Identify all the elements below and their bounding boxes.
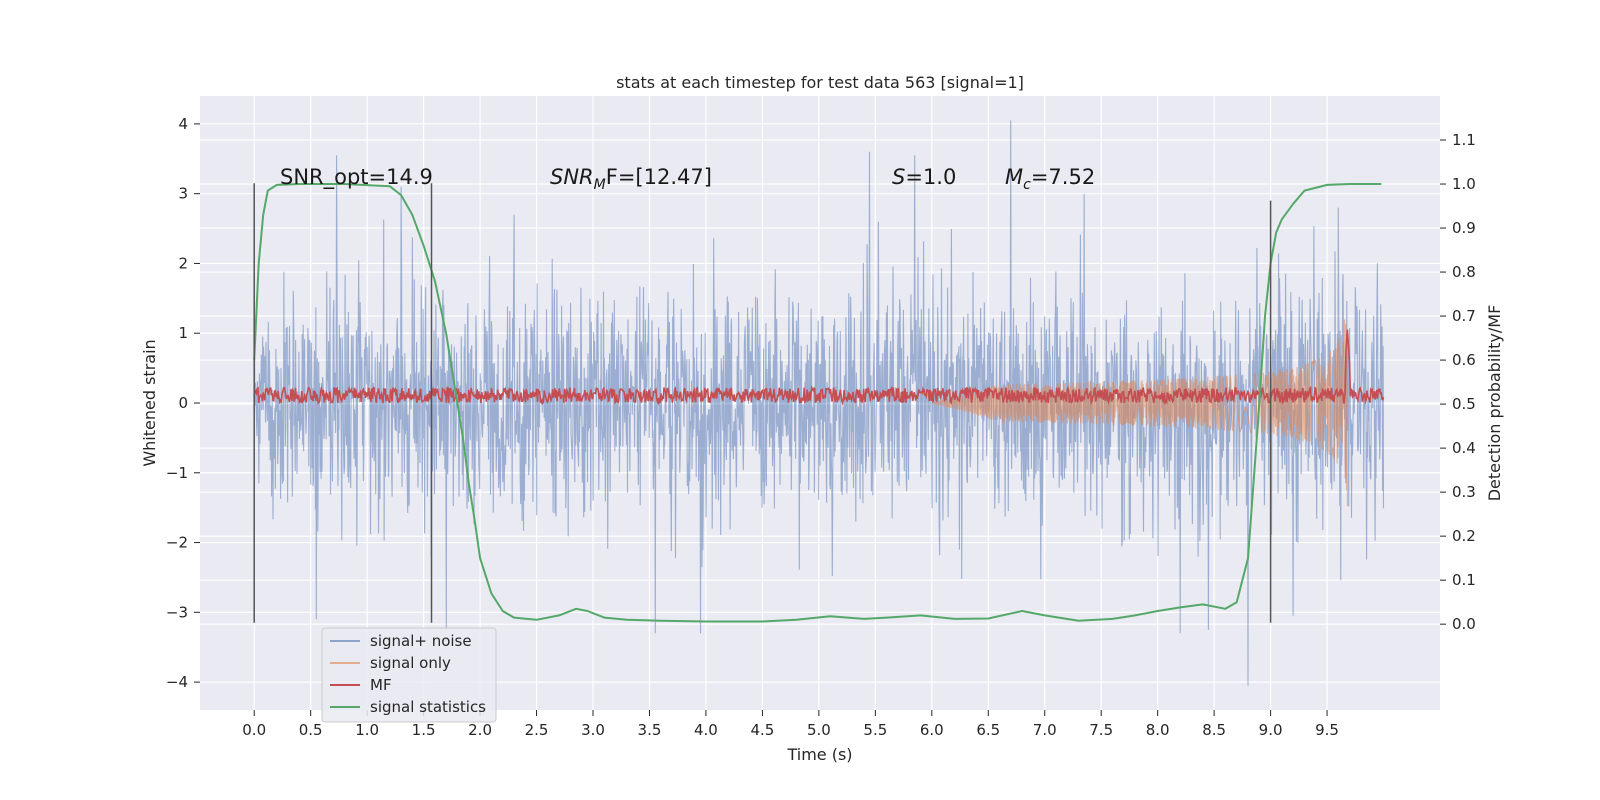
chart-title: stats at each timestep for test data 563… bbox=[616, 73, 1024, 92]
x-tick-label: 4.0 bbox=[694, 721, 718, 739]
annotation-snr-mf-base: SNR bbox=[550, 165, 594, 189]
legend-label-signal-statistics: signal statistics bbox=[370, 698, 486, 716]
x-tick-label: 7.0 bbox=[1033, 721, 1057, 739]
signal-statistics-line bbox=[253, 183, 1382, 623]
x-tick-label: 4.5 bbox=[750, 721, 774, 739]
annotation-s: S=1.0 bbox=[892, 165, 956, 189]
x-tick-label: 5.0 bbox=[807, 721, 831, 739]
annotation-snr-mf: SNRMF=[12.47] bbox=[550, 165, 712, 193]
y-left-tick-label: 4 bbox=[178, 115, 188, 133]
y-left-tick-label: 1 bbox=[178, 324, 188, 342]
y-right-tick-label: 0.6 bbox=[1452, 351, 1476, 369]
series-signal-noise bbox=[253, 120, 1385, 686]
x-tick-label: 3.5 bbox=[638, 721, 662, 739]
x-tick-label: 1.5 bbox=[412, 721, 436, 739]
x-axis-label: Time (s) bbox=[786, 745, 852, 764]
y-axis-left-ticks: −4 −3 −2 −1 0 1 2 3 4 bbox=[166, 115, 200, 691]
annotation-mc: Mc=7.52 bbox=[1005, 165, 1095, 193]
x-tick-label: 5.5 bbox=[863, 721, 887, 739]
series-signal-only bbox=[931, 319, 1348, 507]
y-axis-right-label: Detection probability/MF bbox=[1485, 305, 1504, 502]
y-left-tick-label: −1 bbox=[166, 464, 188, 482]
y-right-tick-label: 0.5 bbox=[1452, 395, 1476, 413]
legend-box bbox=[321, 627, 497, 723]
x-tick-label: 2.5 bbox=[525, 721, 549, 739]
y-left-tick-label: 3 bbox=[178, 185, 188, 203]
annotation-snr-mf-sub: M bbox=[594, 177, 606, 193]
vertical-markers bbox=[253, 183, 1272, 623]
series-mf bbox=[253, 329, 1385, 407]
y-left-tick-label: 0 bbox=[178, 394, 188, 412]
y-left-tick-label: −2 bbox=[166, 534, 188, 552]
x-tick-label: 1.0 bbox=[355, 721, 379, 739]
x-axis-ticks: 0.0 0.5 1.0 1.5 2.0 2.5 3.0 3.5 4.0 4.5 5.0 5.5 6.0 6… bbox=[242, 710, 1339, 739]
annotation-snr-opt: SNR_opt=14.9 bbox=[280, 165, 433, 190]
annotation-s-value: =1.0 bbox=[905, 165, 956, 189]
x-tick-label: 8.5 bbox=[1202, 721, 1226, 739]
x-tick-label: 8.0 bbox=[1146, 721, 1170, 739]
y-right-tick-label: 1.1 bbox=[1452, 131, 1476, 149]
mf-line bbox=[253, 329, 1385, 407]
y-axis-right-ticks: 0.0 0.1 0.2 0.3 0.4 0.5 0.6 0.7 0.8 0.9 1.0 1.1 bbox=[1440, 131, 1476, 633]
y-right-tick-label: 0.1 bbox=[1452, 571, 1476, 589]
y-right-tick-label: 0.9 bbox=[1452, 219, 1476, 237]
annotation-mc-sub: c bbox=[1023, 177, 1031, 193]
annotation-snr-mf-tail: F=[12.47] bbox=[606, 165, 712, 189]
signal-only-line bbox=[931, 319, 1348, 507]
x-tick-label: 7.5 bbox=[1089, 721, 1113, 739]
x-tick-label: 0.5 bbox=[299, 721, 323, 739]
y-right-tick-label: 0.4 bbox=[1452, 439, 1476, 457]
x-tick-label: 2.0 bbox=[468, 721, 492, 739]
annotation-mc-value: =7.52 bbox=[1031, 165, 1095, 189]
y-left-tick-label: −4 bbox=[166, 673, 188, 691]
x-tick-label: 9.5 bbox=[1315, 721, 1339, 739]
x-tick-label: 6.0 bbox=[920, 721, 944, 739]
x-tick-label: 9.0 bbox=[1259, 721, 1283, 739]
y-left-tick-label: −3 bbox=[166, 603, 188, 621]
y-right-tick-label: 0.8 bbox=[1452, 263, 1476, 281]
y-right-tick-label: 0.0 bbox=[1452, 615, 1476, 633]
legend-label-signal-only: signal only bbox=[370, 654, 451, 672]
x-tick-label: 6.5 bbox=[976, 721, 1000, 739]
y-right-tick-label: 0.3 bbox=[1452, 483, 1476, 501]
x-tick-label: 0.0 bbox=[242, 721, 266, 739]
series-signal-statistics bbox=[253, 183, 1382, 623]
y-right-tick-label: 0.2 bbox=[1452, 527, 1476, 545]
legend-label-signal-noise: signal+ noise bbox=[370, 632, 472, 650]
y-right-tick-label: 0.7 bbox=[1452, 307, 1476, 325]
y-right-tick-label: 1.0 bbox=[1452, 175, 1476, 193]
legend-label-mf: MF bbox=[370, 676, 392, 694]
signal-noise-line bbox=[253, 120, 1385, 686]
legend: signal+ noise signal only MF signal stat… bbox=[321, 627, 497, 723]
annotation-s-var: S bbox=[892, 165, 905, 189]
y-left-tick-label: 2 bbox=[178, 254, 188, 272]
y-axis-left-label: Whitened strain bbox=[140, 339, 159, 466]
x-tick-label: 3.0 bbox=[581, 721, 605, 739]
annotation-mc-var: M bbox=[1005, 165, 1023, 189]
